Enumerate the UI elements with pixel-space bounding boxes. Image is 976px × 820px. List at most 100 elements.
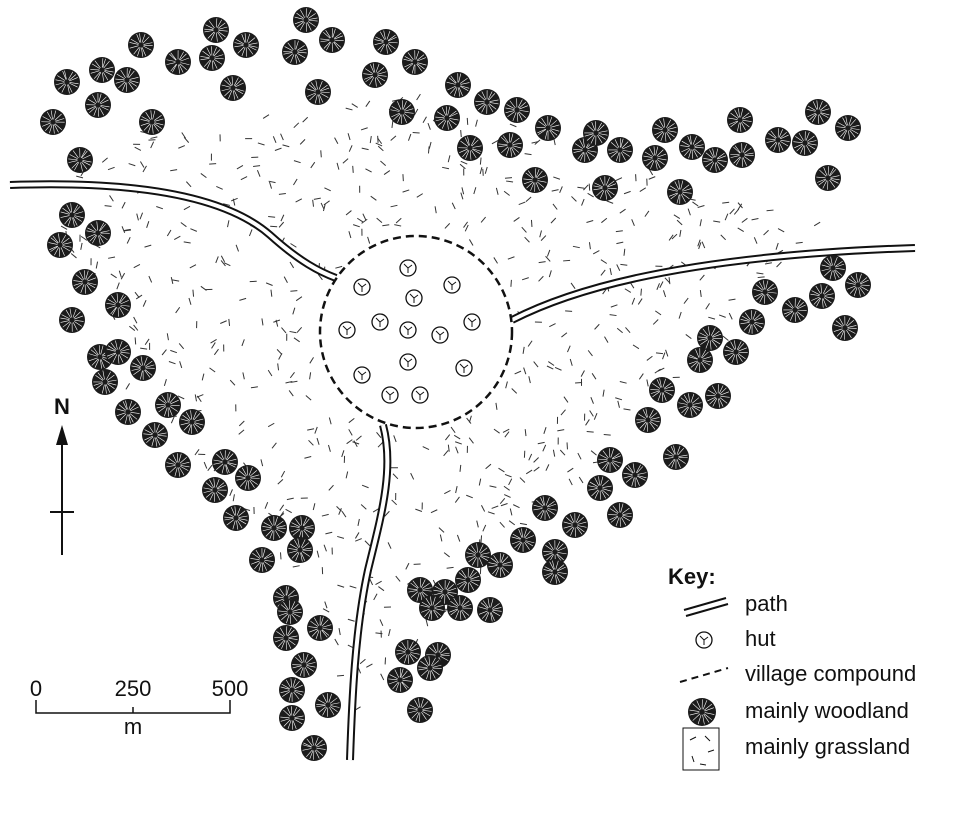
grass-dash xyxy=(316,437,320,445)
grass-dash xyxy=(505,381,508,389)
grass-dash xyxy=(314,426,318,434)
grass-dash xyxy=(602,389,605,397)
grass-dash xyxy=(698,242,702,250)
grass-dash xyxy=(632,344,640,350)
grass-dash xyxy=(375,580,382,585)
grass-dash xyxy=(491,140,499,145)
grass-dash xyxy=(491,505,499,509)
grass-dash xyxy=(499,498,506,505)
tree xyxy=(677,392,703,418)
grass-dash xyxy=(503,485,510,491)
grass-dash xyxy=(373,593,378,601)
grass-dash xyxy=(163,379,167,387)
grass-dash xyxy=(293,178,298,186)
grass-dash xyxy=(510,279,512,287)
grass-dash xyxy=(524,429,527,437)
grass-dash xyxy=(568,478,573,486)
grass-dash xyxy=(310,161,316,169)
grass-dash xyxy=(407,133,412,141)
grass-dash xyxy=(194,394,197,402)
grass-dash xyxy=(662,352,666,360)
grass-dash xyxy=(390,204,398,208)
grass-dash xyxy=(367,236,371,244)
tree xyxy=(679,134,705,160)
grass-dash xyxy=(173,235,181,241)
grass-dash xyxy=(309,357,314,364)
grass-dash xyxy=(604,336,609,343)
tree xyxy=(279,705,305,731)
grass-dash xyxy=(530,219,533,227)
scale-bar: 0 250 500 m xyxy=(30,676,248,739)
grass-dash xyxy=(766,209,774,212)
grass-dash xyxy=(540,235,547,241)
grass-dash xyxy=(357,518,360,526)
grass-dash xyxy=(460,192,464,200)
tree xyxy=(105,292,131,318)
grass-dash xyxy=(302,116,309,123)
grass-dash xyxy=(480,216,486,223)
grass-dash xyxy=(348,417,355,424)
grass-dash xyxy=(718,314,726,318)
grass-dash xyxy=(338,508,342,515)
grass-dash xyxy=(455,446,459,454)
grass-dash xyxy=(683,297,689,304)
grass-dash xyxy=(679,229,682,237)
grass-dash xyxy=(528,453,533,461)
grass-dash xyxy=(170,169,178,172)
grass-dash xyxy=(466,494,473,499)
grass-dash xyxy=(337,584,345,588)
grass-dash xyxy=(320,202,325,210)
grass-dash xyxy=(295,198,303,203)
grass-dash xyxy=(341,511,347,518)
grass-dash xyxy=(142,165,147,173)
tree xyxy=(40,109,66,135)
grass-dash xyxy=(508,478,513,486)
grass-dash xyxy=(250,386,258,389)
tree xyxy=(373,29,399,55)
grass-dash xyxy=(139,212,144,220)
grass-dash xyxy=(360,127,368,131)
grass-dash xyxy=(538,261,546,264)
grass-dash xyxy=(461,187,465,195)
grass-dash xyxy=(108,256,116,259)
grass-dash xyxy=(179,361,183,369)
grass-dash xyxy=(588,242,591,250)
grass-dash xyxy=(615,177,623,182)
grass-dash xyxy=(361,484,369,489)
hut xyxy=(455,359,473,377)
grass-dash xyxy=(460,160,468,165)
tree xyxy=(765,127,791,153)
key-item: mainly woodland xyxy=(745,698,909,723)
grass-dash xyxy=(304,455,312,459)
grass-dash xyxy=(662,290,667,298)
tree xyxy=(522,167,548,193)
grass-dash xyxy=(170,349,178,354)
tree xyxy=(592,175,618,201)
grass-dash xyxy=(392,473,399,480)
grass-dash xyxy=(587,350,593,357)
grass-dash xyxy=(402,189,410,193)
grass-dash xyxy=(265,282,273,286)
grass-dash xyxy=(286,497,294,501)
tree xyxy=(815,165,841,191)
grass-dash xyxy=(585,419,590,426)
grass-dash xyxy=(365,100,371,107)
grass-dash xyxy=(623,248,626,256)
tree xyxy=(407,697,433,723)
grass-dash xyxy=(150,136,158,139)
grass-dash xyxy=(459,464,462,472)
tree xyxy=(85,220,111,246)
grass-dash xyxy=(447,155,451,163)
grass-dash xyxy=(464,224,469,232)
grass-dash xyxy=(347,618,355,622)
grass-dash xyxy=(369,578,374,586)
grass-dash xyxy=(499,521,505,528)
grass-dash xyxy=(600,259,608,264)
grass-dash xyxy=(351,103,358,108)
tree xyxy=(89,57,115,83)
grass-dash xyxy=(616,327,623,334)
hut xyxy=(411,386,429,404)
grass-dash xyxy=(290,243,297,248)
grass-dash xyxy=(290,380,298,383)
grass-dash xyxy=(525,196,532,203)
